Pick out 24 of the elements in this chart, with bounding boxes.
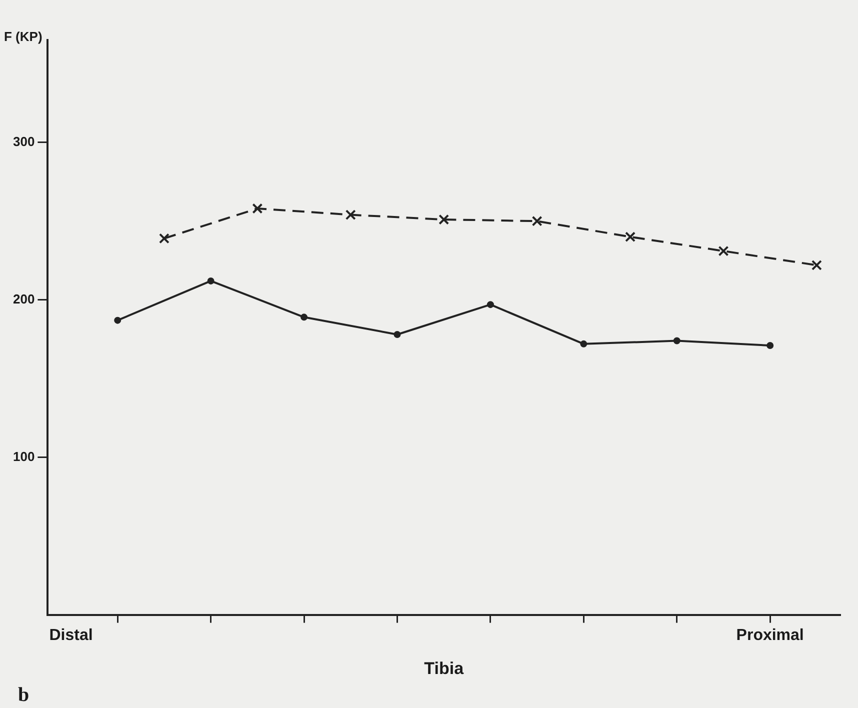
point (811, 260, 822, 270)
point (300, 314, 308, 321)
point (345, 210, 356, 220)
y-axis-title: F (KP) (4, 29, 42, 44)
point (207, 277, 214, 284)
point (718, 246, 729, 256)
text: b (18, 684, 30, 706)
y-tick-label: 300 (12, 134, 35, 149)
point (114, 316, 122, 324)
x-axis-title: Tibia (424, 658, 464, 678)
point (394, 330, 401, 338)
point (532, 216, 542, 226)
point (486, 301, 494, 308)
point (766, 342, 774, 350)
point (673, 337, 680, 344)
point (580, 340, 588, 348)
x-tick-label: Proximal (736, 626, 804, 644)
point (625, 232, 636, 242)
x-tick-label: Distal (49, 626, 93, 644)
y-tick-label: 200 (12, 291, 35, 306)
point (438, 214, 450, 225)
point (252, 203, 263, 214)
point (158, 233, 170, 244)
y-tick-label: 100 (12, 448, 35, 464)
